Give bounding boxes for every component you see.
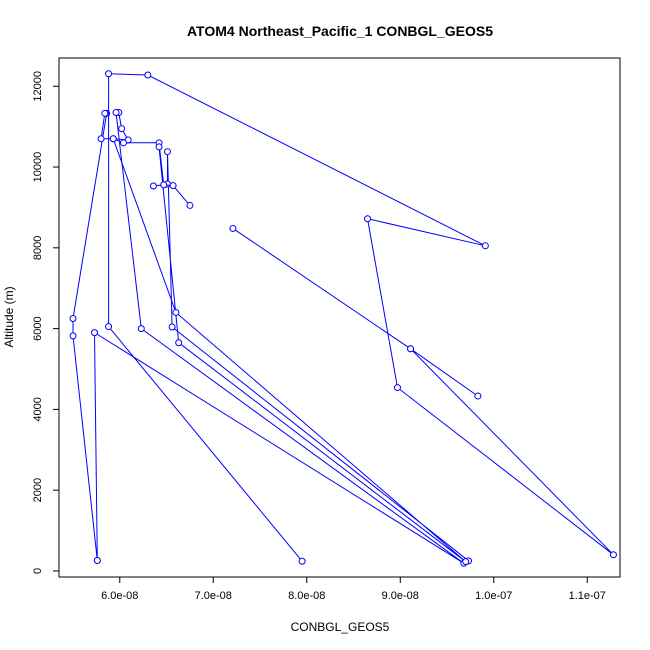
data-point bbox=[163, 148, 171, 156]
data-point bbox=[144, 71, 152, 79]
data-point bbox=[112, 109, 120, 117]
data-point bbox=[105, 70, 113, 78]
data-point bbox=[69, 315, 77, 323]
series-line bbox=[112, 137, 469, 563]
x-axis-label: CONBGL_GEOS5 bbox=[291, 620, 390, 634]
data-point bbox=[97, 135, 105, 143]
chart-title: ATOM4 Northeast_Pacific_1 CONBGL_GEOS5 bbox=[187, 23, 493, 39]
y-axis-label: Altitude (m) bbox=[2, 286, 16, 347]
data-point bbox=[91, 329, 99, 337]
x-tick-label: 7.0e-08 bbox=[195, 590, 232, 602]
x-tick-label: 6.0e-08 bbox=[101, 590, 138, 602]
data-point bbox=[172, 308, 180, 316]
series-line bbox=[72, 112, 465, 564]
y-tick-label: 6000 bbox=[32, 316, 44, 340]
data-point bbox=[155, 143, 163, 151]
data-point bbox=[118, 125, 126, 133]
series-line bbox=[108, 73, 614, 562]
data-point bbox=[109, 135, 117, 143]
data-point bbox=[160, 181, 168, 189]
data-point bbox=[186, 201, 194, 209]
y-tick-label: 0 bbox=[32, 568, 44, 574]
data-point bbox=[393, 384, 401, 392]
data-point bbox=[169, 182, 177, 190]
data-point bbox=[474, 392, 482, 400]
data-point bbox=[120, 139, 128, 147]
data-point bbox=[407, 345, 415, 353]
y-tick-label: 2000 bbox=[32, 478, 44, 502]
y-axis: 0 2000 4000 6000 8000 10000 12000 bbox=[32, 71, 60, 574]
plot-area-border bbox=[58, 57, 621, 578]
x-axis: 6.0e-08 7.0e-08 8.0e-08 9.0e-08 1.0e-07 1.1e-… bbox=[101, 576, 606, 602]
data-point bbox=[69, 332, 77, 340]
data-point bbox=[229, 224, 237, 232]
data-point bbox=[609, 551, 617, 559]
data-point bbox=[105, 323, 113, 331]
data-point bbox=[93, 556, 101, 564]
x-tick-label: 1.0e-07 bbox=[475, 590, 512, 602]
data-point bbox=[298, 557, 306, 565]
x-tick-label: 1.1e-07 bbox=[569, 590, 606, 602]
data-point bbox=[462, 558, 470, 566]
data-point bbox=[137, 325, 145, 333]
data-point bbox=[101, 109, 109, 117]
y-tick-label: 12000 bbox=[32, 71, 44, 102]
data-point bbox=[168, 323, 176, 331]
data-point bbox=[481, 242, 489, 250]
x-tick-label: 8.0e-08 bbox=[288, 590, 325, 602]
series-line bbox=[153, 184, 191, 206]
data-point bbox=[149, 182, 157, 190]
y-tick-label: 8000 bbox=[32, 236, 44, 260]
data-point bbox=[364, 215, 372, 223]
series-layer bbox=[69, 70, 617, 567]
x-tick-label: 9.0e-08 bbox=[382, 590, 419, 602]
data-point bbox=[175, 339, 183, 347]
y-tick-label: 10000 bbox=[32, 152, 44, 183]
y-tick-label: 4000 bbox=[32, 397, 44, 421]
